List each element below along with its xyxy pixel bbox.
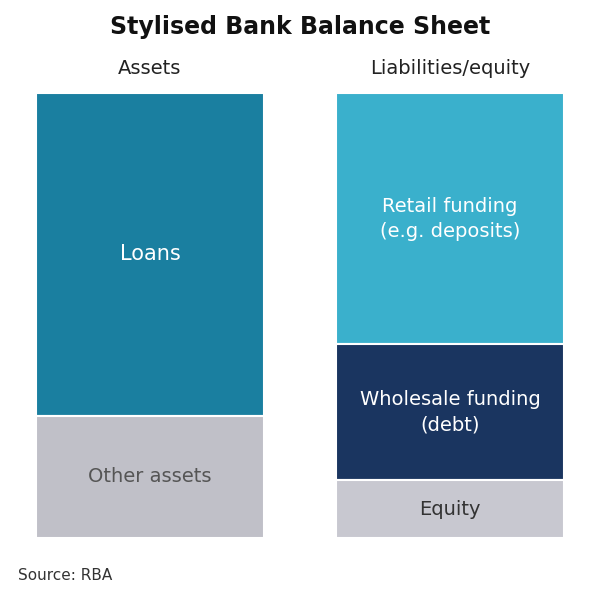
Text: Equity: Equity (419, 500, 481, 518)
Text: Liabilities/equity: Liabilities/equity (370, 59, 530, 78)
Text: Other assets: Other assets (88, 468, 212, 486)
Text: Retail funding
(e.g. deposits): Retail funding (e.g. deposits) (380, 197, 520, 240)
Text: Stylised Bank Balance Sheet: Stylised Bank Balance Sheet (110, 15, 490, 39)
Bar (336, 480, 564, 538)
Text: Wholesale funding
(debt): Wholesale funding (debt) (359, 390, 541, 434)
Bar (336, 93, 564, 344)
Bar (36, 416, 264, 538)
Text: Assets: Assets (118, 59, 182, 78)
Bar (36, 93, 264, 416)
Text: Loans: Loans (119, 244, 181, 264)
Text: Source: RBA: Source: RBA (18, 568, 112, 583)
Bar (336, 344, 564, 480)
